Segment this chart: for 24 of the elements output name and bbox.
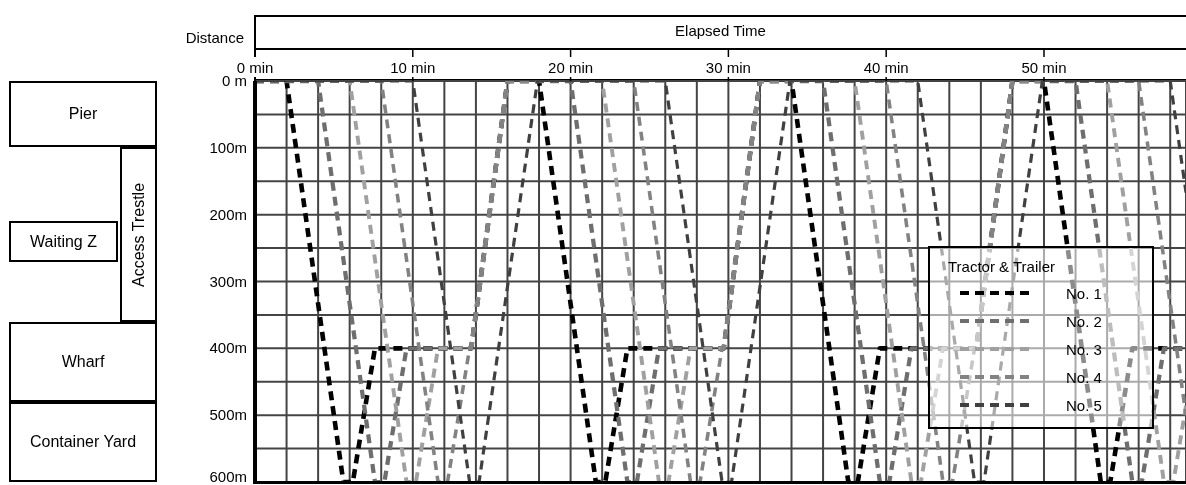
y-tick-label: 400m xyxy=(209,339,247,357)
x-tick-label: 10 min xyxy=(390,59,436,76)
x-tick-label: 50 min xyxy=(1021,59,1067,76)
y-axis-title: Distance xyxy=(184,29,244,46)
x-axis-title: Elapsed Time xyxy=(674,22,767,39)
y-tick-label: 600m xyxy=(209,468,247,485)
x-tick-label: 20 min xyxy=(548,59,594,76)
y-tick-label: 300m xyxy=(209,272,247,290)
text: Pier xyxy=(9,81,157,147)
y-tick-label: 500m xyxy=(209,406,247,424)
legend-label: No. 3 xyxy=(1066,340,1102,358)
x-tick-label: 30 min xyxy=(705,59,751,76)
y-tick-label: 100m xyxy=(209,138,247,156)
legend-label: No. 2 xyxy=(1066,312,1102,330)
y-tick-label: 200m xyxy=(209,205,247,223)
text: Access Trestle xyxy=(120,147,157,322)
legend-label: No. 4 xyxy=(1066,368,1102,386)
text: Waiting Z xyxy=(9,221,118,262)
text: Wharf xyxy=(9,322,157,402)
legend-title: Tractor & Trailer xyxy=(948,258,1056,275)
legend-label: No. 5 xyxy=(1066,396,1102,414)
text: Container Yard xyxy=(9,402,157,482)
legend-label: No. 1 xyxy=(1066,284,1102,302)
x-tick-label: 40 min xyxy=(863,59,909,76)
